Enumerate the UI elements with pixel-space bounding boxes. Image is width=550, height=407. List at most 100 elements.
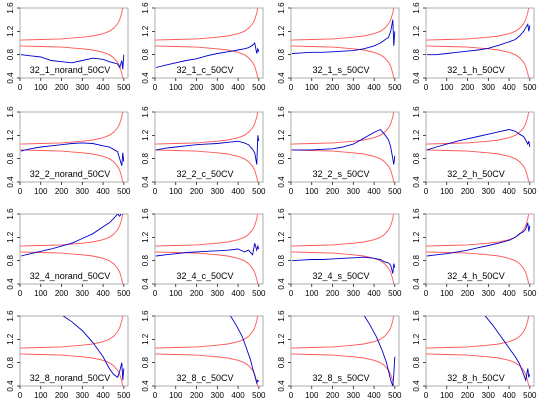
panel-label: 32_8_h_50CV [447, 373, 505, 383]
y-tick-label: 1.2 [412, 231, 421, 243]
x-tick-label: 500 [252, 289, 266, 298]
x-tick-label: 400 [96, 391, 110, 400]
panel-32_8_norand_50CV: 0 100 200 300 400 500 0.4 0.8 1.2 1.6 32_8_norand_… [6, 310, 131, 400]
x-tick-label: 300 [347, 289, 361, 298]
x-tick-label: 200 [326, 83, 340, 92]
x-tick-label: 0 [289, 187, 294, 196]
y-tick-label: 1.6 [6, 106, 15, 118]
y-tick-label: 0.4 [141, 278, 150, 290]
x-tick-label: 300 [211, 187, 225, 196]
bound-lower-line [20, 353, 124, 386]
series-line [426, 222, 531, 257]
panel-frame [19, 213, 129, 285]
x-tick-label: 500 [388, 187, 402, 196]
x-tick-label: 400 [96, 289, 110, 298]
x-tick-label: 400 [502, 391, 516, 400]
y-tick-label: 0.4 [141, 176, 150, 188]
x-tick-label: 400 [231, 289, 245, 298]
x-tick-label: 200 [190, 187, 204, 196]
x-tick-label: 500 [388, 289, 402, 298]
bound-lower-line [20, 149, 124, 182]
x-tick-label: 500 [388, 391, 402, 400]
panel-frame [154, 7, 264, 79]
x-tick-label: 100 [169, 187, 183, 196]
y-tick-label: 1.2 [277, 25, 286, 37]
bound-upper-line [426, 8, 530, 41]
y-tick-label: 1.2 [277, 333, 286, 345]
series-line [20, 142, 125, 166]
series-line [426, 129, 531, 151]
y-tick-label: 1.6 [141, 2, 150, 14]
y-tick-label: 0.4 [6, 176, 15, 188]
bound-upper-line [291, 316, 395, 349]
bound-upper-line [291, 8, 395, 41]
bound-upper-line [155, 316, 259, 349]
x-tick-label: 100 [34, 187, 48, 196]
panel-label: 32_1_s_50CV [312, 65, 369, 75]
x-tick-label: 100 [305, 83, 319, 92]
panel-label: 32_1_h_50CV [447, 65, 505, 75]
y-tick-label: 1.2 [277, 129, 286, 141]
panel-32_2_s_50CV: 0 100 200 300 400 500 0.4 0.8 1.2 1.6 32_2_s_50CV [277, 106, 402, 196]
y-tick-label: 1.2 [412, 129, 421, 141]
bound-lower-line [155, 149, 259, 182]
y-tick-label: 0.8 [141, 153, 150, 165]
y-tick-label: 1.6 [412, 106, 421, 118]
x-tick-label: 500 [388, 83, 402, 92]
x-tick-label: 400 [96, 187, 110, 196]
panel-label: 32_4_norand_50CV [30, 271, 111, 281]
panel-frame [425, 7, 535, 79]
y-tick-label: 0.4 [6, 72, 15, 84]
y-tick-label: 0.4 [277, 278, 286, 290]
y-tick-label: 0.8 [277, 357, 286, 369]
x-tick-label: 100 [34, 289, 48, 298]
y-tick-label: 0.8 [412, 153, 421, 165]
x-tick-label: 300 [76, 83, 90, 92]
series-line [155, 243, 260, 257]
x-tick-label: 200 [190, 391, 204, 400]
y-tick-label: 1.2 [412, 333, 421, 345]
y-tick-label: 0.8 [6, 255, 15, 267]
panel-label: 32_4_h_50CV [447, 271, 505, 281]
y-tick-label: 1.2 [141, 129, 150, 141]
x-tick-label: 300 [482, 83, 496, 92]
bound-upper-line [426, 316, 530, 349]
y-tick-label: 0.8 [141, 49, 150, 61]
panel-32_1_s_50CV: 0 100 200 300 400 500 0.4 0.8 1.2 1.6 32_1_s_50CV [277, 2, 402, 92]
x-tick-label: 200 [190, 289, 204, 298]
y-tick-label: 0.4 [277, 380, 286, 392]
series-line [155, 42, 260, 68]
series-line [20, 54, 125, 70]
y-tick-label: 0.8 [277, 49, 286, 61]
x-tick-label: 300 [482, 187, 496, 196]
x-tick-label: 300 [211, 83, 225, 92]
bound-lower-line [426, 149, 530, 182]
bound-upper-line [20, 316, 124, 349]
x-tick-label: 400 [502, 187, 516, 196]
series-line [155, 135, 260, 165]
x-tick-label: 300 [347, 187, 361, 196]
y-tick-label: 0.8 [6, 153, 15, 165]
panel-frame [290, 315, 400, 387]
panel-label: 32_8_c_50CV [176, 373, 233, 383]
x-tick-label: 300 [482, 391, 496, 400]
x-tick-label: 400 [231, 187, 245, 196]
x-tick-label: 200 [55, 83, 69, 92]
x-tick-label: 300 [347, 391, 361, 400]
x-tick-label: 100 [34, 391, 48, 400]
x-tick-label: 200 [461, 187, 475, 196]
panel-32_8_s_50CV: 0 100 200 300 400 500 0.4 0.8 1.2 1.6 32_8_s_50CV [277, 310, 402, 400]
y-tick-label: 1.6 [141, 106, 150, 118]
x-tick-label: 400 [367, 391, 381, 400]
x-tick-label: 300 [76, 187, 90, 196]
x-tick-label: 500 [523, 289, 537, 298]
y-tick-label: 1.6 [141, 208, 150, 220]
x-tick-label: 0 [18, 391, 23, 400]
panel-frame [425, 315, 535, 387]
bound-upper-line [291, 214, 395, 247]
x-tick-label: 0 [153, 83, 158, 92]
x-tick-label: 100 [305, 289, 319, 298]
y-tick-label: 1.2 [6, 25, 15, 37]
panel-label: 32_4_c_50CV [176, 271, 233, 281]
